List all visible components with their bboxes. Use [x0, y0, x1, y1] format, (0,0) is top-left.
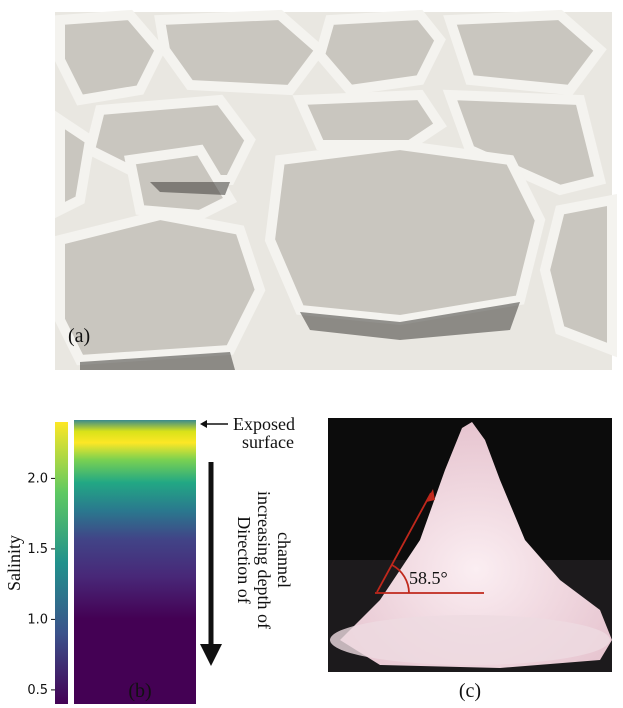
panel-label: (a) — [68, 325, 90, 347]
panel-c-photo — [328, 418, 612, 672]
salinity-heatmap — [74, 420, 196, 704]
angle-marker — [375, 492, 484, 594]
depth-note-line: increasing depth of — [254, 491, 274, 629]
depth-arrow-head — [200, 644, 222, 666]
colorbar — [55, 422, 68, 704]
surface-arrow-head — [200, 420, 207, 428]
angle-arrow-head — [426, 489, 435, 502]
depth-note: Direction of increasing depth of channel — [234, 491, 294, 629]
panel-label: (b) — [128, 680, 151, 702]
colorbar-fill — [55, 422, 68, 704]
panel-label: (c) — [459, 680, 481, 702]
colorbar-tick-label: 1.5 — [27, 542, 48, 557]
colorbar-title: Salinity — [4, 535, 24, 591]
colorbar-tick-label: 1.0 — [27, 612, 48, 627]
angle-label: 58.5° — [409, 568, 448, 588]
surface-note: Exposed — [233, 414, 295, 434]
panel-a-image — [55, 9, 617, 370]
depth-note-line: channel — [274, 532, 294, 588]
surface-note: surface — [242, 432, 294, 452]
colorbar-tick-label: 0.5 — [27, 683, 48, 698]
colorbar-tick-label: 2.0 — [27, 471, 48, 486]
depth-note-line: Direction of — [234, 516, 254, 603]
